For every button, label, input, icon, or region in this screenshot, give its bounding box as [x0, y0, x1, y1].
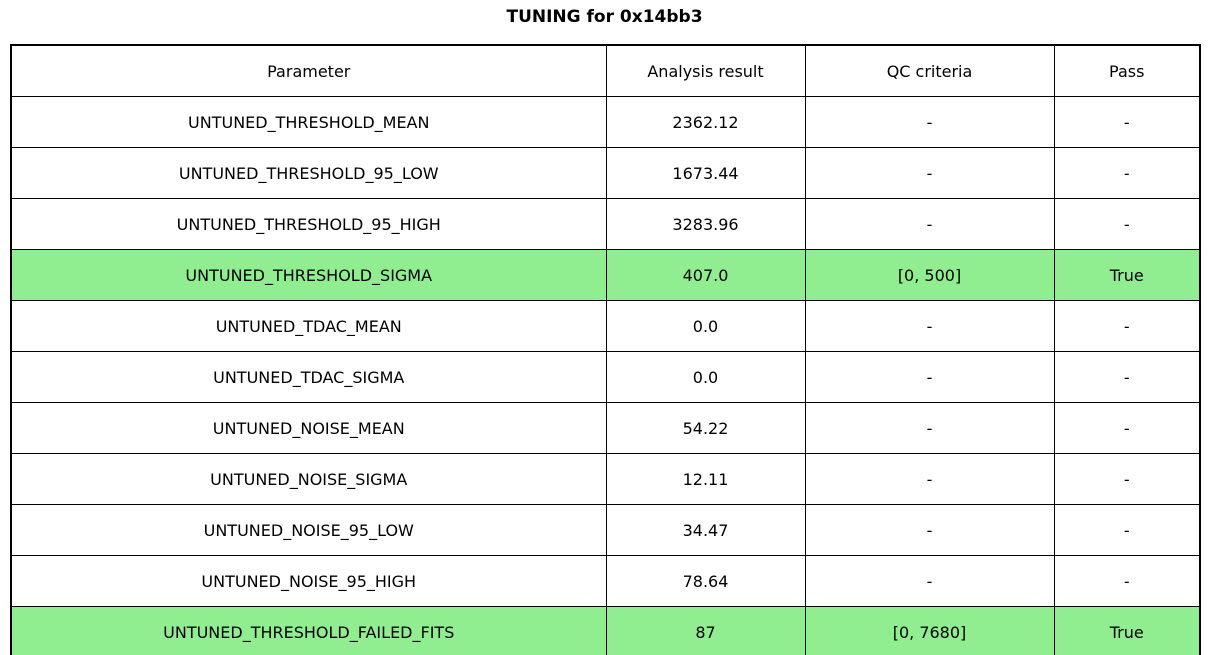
cell-analysis-result: 0.0 [605, 300, 806, 352]
table-row: UNTUNED_THRESHOLD_MEAN 2362.12 - - [10, 96, 1201, 148]
cell-parameter: UNTUNED_THRESHOLD_95_LOW [10, 147, 607, 199]
cell-analysis-result: 34.47 [605, 504, 806, 556]
cell-parameter: UNTUNED_THRESHOLD_95_HIGH [10, 198, 607, 250]
cell-parameter: UNTUNED_THRESHOLD_FAILED_FITS [10, 606, 607, 655]
cell-parameter: UNTUNED_THRESHOLD_MEAN [10, 96, 607, 148]
cell-parameter: UNTUNED_NOISE_MEAN [10, 402, 607, 454]
cell-qc-criteria: - [804, 555, 1055, 607]
cell-parameter: UNTUNED_NOISE_95_HIGH [10, 555, 607, 607]
cell-qc-criteria: - [804, 351, 1055, 403]
cell-analysis-result: 12.11 [605, 453, 806, 505]
table-row: UNTUNED_THRESHOLD_95_LOW 1673.44 - - [10, 147, 1201, 199]
cell-parameter: UNTUNED_NOISE_SIGMA [10, 453, 607, 505]
cell-analysis-result: 3283.96 [605, 198, 806, 250]
cell-pass: - [1053, 453, 1201, 505]
cell-analysis-result: 54.22 [605, 402, 806, 454]
table-row: UNTUNED_NOISE_95_LOW 34.47 - - [10, 504, 1201, 556]
header-row: Parameter Analysis result QC criteria Pa… [10, 44, 1201, 97]
column-header-parameter: Parameter [10, 44, 607, 97]
column-header-pass: Pass [1053, 44, 1201, 97]
cell-qc-criteria: - [804, 198, 1055, 250]
cell-pass: - [1053, 402, 1201, 454]
cell-qc-criteria: - [804, 300, 1055, 352]
cell-analysis-result: 407.0 [605, 249, 806, 301]
table-row: UNTUNED_NOISE_MEAN 54.22 - - [10, 402, 1201, 454]
table-row: UNTUNED_TDAC_MEAN 0.0 - - [10, 300, 1201, 352]
cell-qc-criteria: [0, 7680] [804, 606, 1055, 655]
column-header-qc-criteria: QC criteria [804, 44, 1055, 97]
cell-pass: True [1053, 249, 1201, 301]
cell-qc-criteria: [0, 500] [804, 249, 1055, 301]
cell-analysis-result: 78.64 [605, 555, 806, 607]
cell-parameter: UNTUNED_TDAC_MEAN [10, 300, 607, 352]
figure-title: TUNING for 0x14bb3 [506, 7, 703, 27]
cell-pass: True [1053, 606, 1201, 655]
table-body: UNTUNED_THRESHOLD_MEAN 2362.12 - - UNTUN… [10, 96, 1201, 655]
table-row: UNTUNED_NOISE_95_HIGH 78.64 - - [10, 555, 1201, 607]
cell-qc-criteria: - [804, 96, 1055, 148]
cell-pass: - [1053, 300, 1201, 352]
cell-qc-criteria: - [804, 402, 1055, 454]
table-row: UNTUNED_THRESHOLD_95_HIGH 3283.96 - - [10, 198, 1201, 250]
cell-pass: - [1053, 504, 1201, 556]
cell-analysis-result: 0.0 [605, 351, 806, 403]
cell-qc-criteria: - [804, 453, 1055, 505]
cell-pass: - [1053, 96, 1201, 148]
cell-pass: - [1053, 198, 1201, 250]
qc-table: Parameter Analysis result QC criteria Pa… [10, 44, 1201, 655]
cell-parameter: UNTUNED_TDAC_SIGMA [10, 351, 607, 403]
cell-analysis-result: 87 [605, 606, 806, 655]
cell-qc-criteria: - [804, 504, 1055, 556]
cell-pass: - [1053, 555, 1201, 607]
table-row: UNTUNED_THRESHOLD_SIGMA 407.0 [0, 500] T… [10, 249, 1201, 301]
cell-pass: - [1053, 147, 1201, 199]
table-row: UNTUNED_NOISE_SIGMA 12.11 - - [10, 453, 1201, 505]
table-row: UNTUNED_THRESHOLD_FAILED_FITS 87 [0, 768… [10, 606, 1201, 655]
cell-parameter: UNTUNED_THRESHOLD_SIGMA [10, 249, 607, 301]
cell-analysis-result: 1673.44 [605, 147, 806, 199]
cell-qc-criteria: - [804, 147, 1055, 199]
cell-pass: - [1053, 351, 1201, 403]
table-row: UNTUNED_TDAC_SIGMA 0.0 - - [10, 351, 1201, 403]
cell-analysis-result: 2362.12 [605, 96, 806, 148]
cell-parameter: UNTUNED_NOISE_95_LOW [10, 504, 607, 556]
column-header-analysis-result: Analysis result [605, 44, 806, 97]
